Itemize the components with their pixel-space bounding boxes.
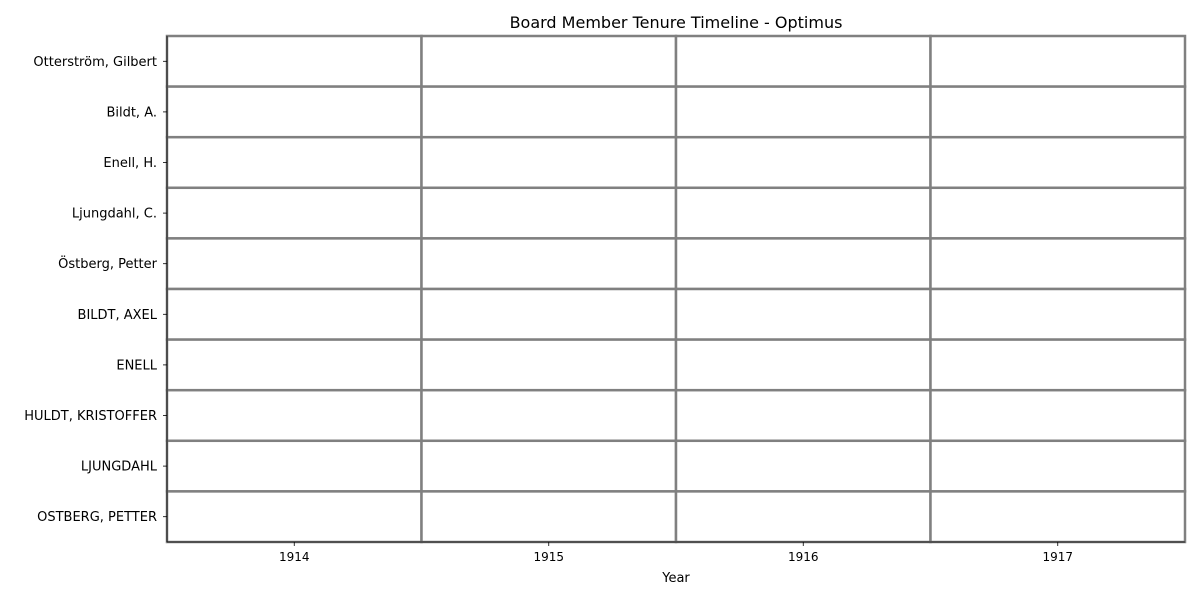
heatmap-cell [674, 287, 932, 341]
heatmap-cell [674, 439, 932, 493]
heatmap-cell [420, 490, 678, 544]
heatmap-cell [420, 186, 678, 240]
y-tick-label: OSTBERG, PETTER [37, 510, 157, 525]
heatmap-cell [929, 85, 1187, 139]
y-tick-label: Östberg, Petter [58, 255, 158, 272]
heatmap-cell [165, 85, 423, 139]
heatmap-cell [165, 186, 423, 240]
heatmap-cell [929, 34, 1187, 88]
y-tick-label: BILDT, AXEL [78, 308, 158, 323]
heatmap-cell [165, 34, 423, 88]
heatmap-cell [674, 34, 932, 88]
y-tick-label: HULDT, KRISTOFFER [24, 409, 157, 424]
heatmap-cell [674, 85, 932, 139]
heatmap-cell [420, 439, 678, 493]
heatmap-cell [165, 338, 423, 392]
x-tick-label: 1917 [1042, 550, 1073, 564]
x-tick-label: 1916 [788, 550, 819, 564]
heatmap-cell [929, 388, 1187, 443]
heatmap-cell [420, 85, 678, 139]
y-tick-label: Bildt, A. [106, 105, 157, 120]
x-tick-label: 1915 [533, 550, 564, 564]
heatmap-cells [165, 34, 1187, 544]
heatmap-cell [165, 490, 423, 544]
heatmap-cell [929, 490, 1187, 544]
y-axis: Otterström, Gilbert Bildt, A. Enell, H. Lju… [24, 36, 168, 542]
x-axis-label: Year [661, 571, 690, 586]
heatmap-cell [420, 287, 678, 341]
heatmap-cell [674, 237, 932, 291]
y-tick-label: LJUNGDAHL [81, 460, 158, 475]
heatmap-cell [420, 34, 678, 88]
heatmap-cell [929, 135, 1187, 190]
y-tick-label: ENELL [116, 358, 157, 373]
heatmap-cell [674, 135, 932, 190]
heatmap-cell [420, 338, 678, 392]
x-axis: 1914 1915 1916 1917 [167, 541, 1185, 564]
heatmap-cell [165, 287, 423, 341]
heatmap-cell [929, 287, 1187, 341]
chart-title: Board Member Tenure Timeline - Optimus [510, 13, 843, 32]
heatmap-cell [674, 388, 932, 443]
heatmap-cell [165, 135, 423, 190]
heatmap-cell [420, 135, 678, 190]
heatmap-cell [929, 439, 1187, 493]
heatmap-cell [165, 439, 423, 493]
heatmap-cell [674, 490, 932, 544]
heatmap-cell [420, 388, 678, 443]
heatmap-cell [929, 237, 1187, 291]
x-tick-label: 1914 [279, 550, 310, 564]
heatmap-cell [165, 388, 423, 443]
heatmap-cell [674, 186, 932, 240]
heatmap-cell [674, 338, 932, 392]
heatmap-cell [929, 338, 1187, 392]
y-tick-label: Enell, H. [103, 156, 157, 171]
heatmap-cell [165, 237, 423, 291]
y-tick-label: Otterström, Gilbert [33, 55, 157, 70]
y-tick-label: Ljungdahl, C. [72, 207, 157, 222]
heatmap-cell [929, 186, 1187, 240]
heatmap-cell [420, 237, 678, 291]
